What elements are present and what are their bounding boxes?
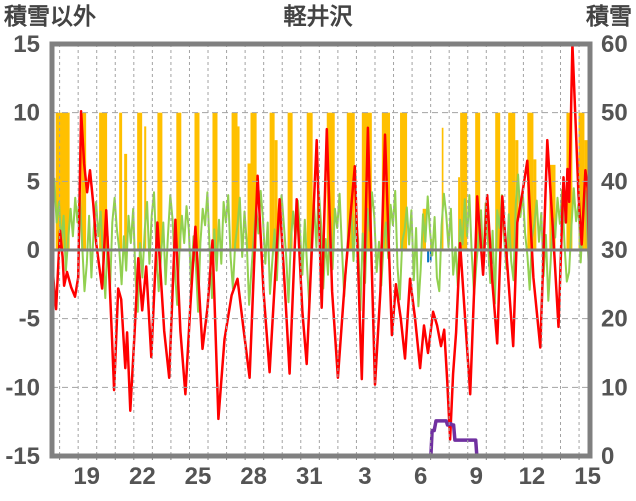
plot-frame <box>49 41 593 459</box>
sunshine-bar <box>237 126 240 250</box>
sunshine-bar <box>176 112 182 251</box>
right-axis-tick: 20 <box>601 306 628 333</box>
sunshine-bar <box>533 159 537 250</box>
x-axis-tick: 25 <box>185 463 212 490</box>
sunshine-bar <box>306 112 313 251</box>
green-series-line <box>52 173 590 313</box>
sunshine-bar <box>578 112 585 251</box>
sunshine-bar <box>137 112 143 251</box>
precip-bar <box>427 250 429 263</box>
right-axis-tick: 0 <box>601 443 614 470</box>
sunshine-bar <box>458 177 461 250</box>
right-axis-tick: 40 <box>601 168 628 195</box>
left-axis-title: 積雪以外 <box>4 3 96 29</box>
right-axis-tick: 60 <box>601 31 628 58</box>
x-axis-tick: 6 <box>414 463 427 490</box>
right-axis-title: 積雪 <box>586 3 632 29</box>
x-axis-tick: 9 <box>470 463 483 490</box>
sunshine-bar <box>157 112 163 251</box>
left-axis-tick: -5 <box>19 306 40 333</box>
sunshine-bar <box>144 126 147 250</box>
x-axis-tick: 19 <box>73 463 100 490</box>
left-axis-tick: 0 <box>27 237 40 264</box>
sunshine-bar <box>287 112 293 251</box>
sunshine-bar <box>326 112 335 251</box>
left-axis-tick: 15 <box>13 31 40 58</box>
sunshine-bar <box>441 127 444 250</box>
x-axis-tick: 12 <box>519 463 546 490</box>
left-axis-tick: -10 <box>5 374 40 401</box>
sunshine-bar <box>119 112 123 251</box>
sunshine-bar <box>527 112 534 251</box>
left-axis-tick: 5 <box>27 168 40 195</box>
sunshine-bar <box>124 153 128 250</box>
sunshine-bar <box>346 112 355 251</box>
sunshine-bar <box>274 140 278 250</box>
left-axis-tick: -15 <box>5 443 40 470</box>
sunshine-bar <box>247 163 251 250</box>
snow-depth-line <box>429 419 479 456</box>
x-axis-tick: 28 <box>240 463 267 490</box>
chart-title: 軽井沢 <box>283 3 353 29</box>
sunshine-bar <box>508 112 516 251</box>
right-axis-tick: 50 <box>601 100 628 127</box>
right-axis-tick: 30 <box>601 237 628 264</box>
x-axis-tick: 15 <box>574 463 601 490</box>
x-axis-tick: 31 <box>296 463 323 490</box>
x-axis-tick: 3 <box>358 463 371 490</box>
red-series-line <box>52 44 590 441</box>
right-axis-tick: 10 <box>601 374 628 401</box>
x-axis-tick: 22 <box>129 463 156 490</box>
left-axis-tick: 10 <box>13 100 40 127</box>
